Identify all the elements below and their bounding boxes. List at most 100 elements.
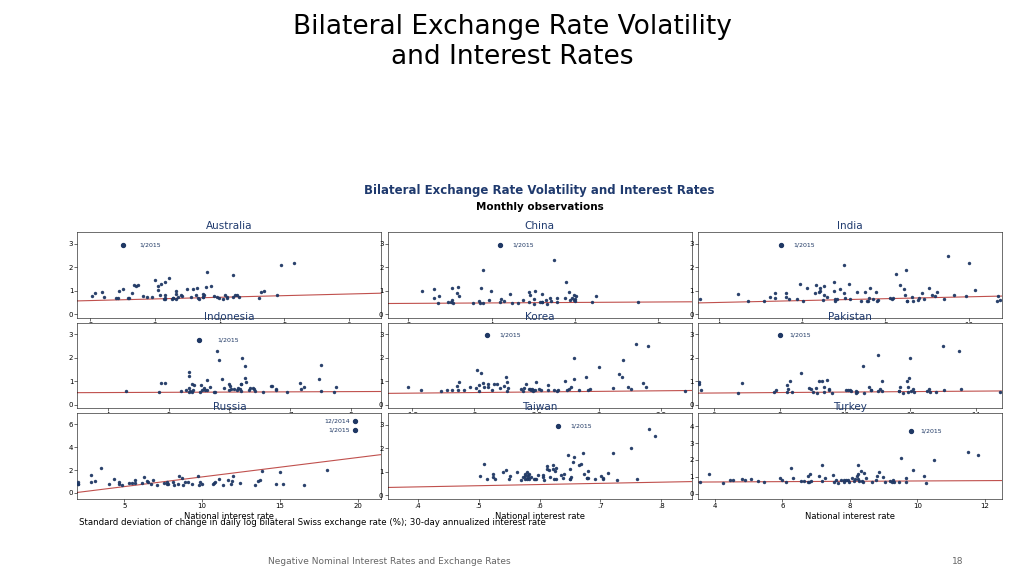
Point <box>779 381 796 390</box>
Point <box>730 289 746 298</box>
Point <box>215 294 231 304</box>
Point <box>310 374 327 383</box>
Point <box>144 476 161 485</box>
Point <box>623 444 639 453</box>
Point <box>206 479 222 488</box>
Point <box>842 294 858 303</box>
Point <box>925 290 941 300</box>
Point <box>153 378 169 388</box>
Point <box>870 386 887 396</box>
Point <box>187 290 204 300</box>
Point <box>191 480 208 489</box>
Point <box>556 294 572 303</box>
Title: Korea: Korea <box>525 312 554 322</box>
Point <box>772 473 788 483</box>
Point <box>326 387 342 396</box>
Point <box>535 472 551 482</box>
Point <box>902 426 919 435</box>
Point <box>991 295 1008 305</box>
Point <box>522 290 539 300</box>
Point <box>478 331 495 340</box>
Point <box>157 294 173 303</box>
Point <box>855 469 871 478</box>
Point <box>548 464 564 473</box>
Point <box>864 294 881 304</box>
Point <box>186 380 203 389</box>
Point <box>812 283 828 293</box>
Point <box>574 448 591 457</box>
Point <box>426 293 442 302</box>
Point <box>926 456 942 465</box>
Point <box>115 285 131 294</box>
Point <box>899 296 915 305</box>
Point <box>691 380 708 389</box>
Point <box>495 467 511 476</box>
Point <box>860 294 877 303</box>
Point <box>229 290 246 300</box>
Point <box>935 342 951 351</box>
Point <box>523 472 540 482</box>
Point <box>859 296 876 305</box>
Point <box>855 361 871 370</box>
Point <box>233 379 250 388</box>
Point <box>580 473 596 482</box>
Point <box>216 290 232 300</box>
Point <box>211 474 227 483</box>
Point <box>478 331 495 340</box>
Point <box>183 480 200 489</box>
Text: 18: 18 <box>951 556 964 566</box>
Point <box>190 336 207 345</box>
Point <box>517 474 534 483</box>
Point <box>219 476 236 485</box>
Point <box>483 287 500 296</box>
Point <box>440 298 457 307</box>
Point <box>250 476 266 486</box>
Point <box>514 386 530 396</box>
Text: Monthly observations: Monthly observations <box>476 202 603 211</box>
Point <box>611 369 628 378</box>
Point <box>250 293 266 302</box>
Point <box>190 294 207 304</box>
Point <box>224 293 241 302</box>
Point <box>198 282 214 291</box>
Point <box>184 388 201 397</box>
Point <box>498 465 514 475</box>
Point <box>895 388 911 397</box>
Point <box>542 293 558 302</box>
Point <box>542 473 558 482</box>
Point <box>222 384 239 393</box>
Point <box>144 292 161 301</box>
Point <box>492 297 508 306</box>
Point <box>910 294 927 303</box>
Point <box>850 475 866 484</box>
Point <box>556 470 572 479</box>
Point <box>641 425 657 434</box>
Point <box>195 480 211 489</box>
Text: Bilateral Exchange Rate Volatility and Interest Rates: Bilateral Exchange Rate Volatility and I… <box>365 184 715 197</box>
Point <box>808 384 824 393</box>
Point <box>564 457 581 467</box>
Point <box>269 290 286 299</box>
Point <box>919 386 935 396</box>
Point <box>628 339 644 348</box>
Point <box>868 287 885 297</box>
Point <box>166 480 182 490</box>
Point <box>550 421 566 430</box>
Point <box>863 386 880 395</box>
Point <box>172 291 188 300</box>
Point <box>489 379 506 388</box>
Point <box>793 369 809 378</box>
Point <box>553 471 569 480</box>
Point <box>836 260 852 270</box>
Point <box>565 295 582 305</box>
Point <box>479 382 496 391</box>
Point <box>174 480 190 490</box>
Point <box>814 377 830 386</box>
Point <box>211 294 227 303</box>
Point <box>863 385 880 395</box>
Point <box>70 480 86 489</box>
Point <box>170 479 186 488</box>
Point <box>157 290 173 300</box>
Point <box>781 377 798 386</box>
Point <box>189 472 206 481</box>
